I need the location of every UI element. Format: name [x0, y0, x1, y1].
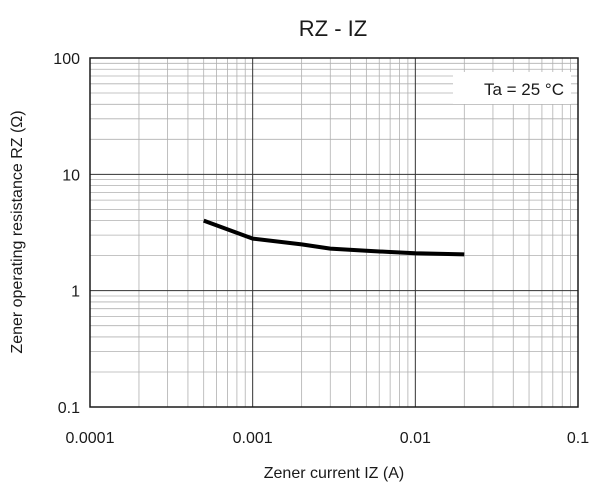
rz-iz-series-line [203, 218, 465, 257]
annotation-box [453, 72, 571, 104]
y-tick-label: 10 [62, 167, 80, 184]
major-grid [90, 58, 578, 407]
x-tick-label: 0.0001 [66, 430, 115, 447]
minor-grid [90, 58, 578, 407]
y-tick-label: 0.1 [58, 400, 80, 417]
y-tick-label: 1 [71, 284, 80, 301]
y-axis-label: Zener operating resistance RZ (Ω) [9, 110, 26, 353]
y-tick-labels: 0.1 1 10 100 [53, 51, 80, 417]
x-tick-labels: 0.0001 0.001 0.01 0.1 [66, 430, 590, 447]
chart-title: RZ - IZ [299, 16, 367, 41]
x-tick-label: 0.1 [567, 430, 589, 447]
plot-area-frame [89, 57, 579, 408]
temperature-annotation: Ta = 25 °C [484, 80, 564, 99]
x-axis-label: Zener current IZ (A) [264, 465, 404, 482]
series-group [203, 218, 465, 257]
x-tick-label: 0.01 [400, 430, 431, 447]
x-tick-label: 0.001 [233, 430, 273, 447]
y-tick-label: 100 [53, 51, 80, 68]
